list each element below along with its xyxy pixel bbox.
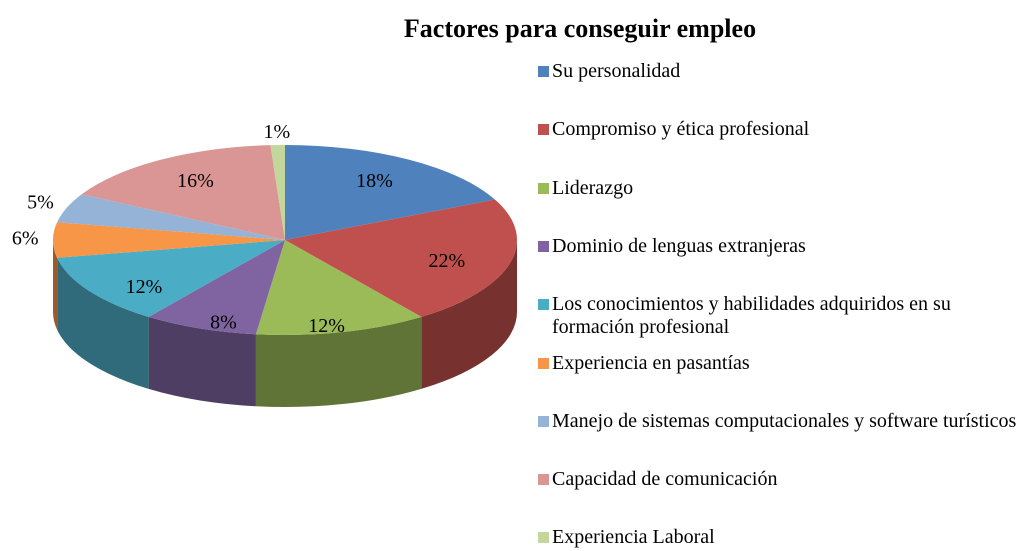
slice-side bbox=[57, 257, 149, 389]
slice bbox=[148, 240, 285, 335]
legend-swatch bbox=[538, 474, 549, 486]
legend-swatch bbox=[538, 240, 549, 252]
legend-swatch bbox=[538, 532, 549, 544]
legend-label: Su personalidad bbox=[552, 60, 681, 82]
data-label: 12% bbox=[126, 276, 163, 298]
legend-swatch bbox=[538, 124, 549, 136]
slice-side bbox=[53, 240, 58, 330]
legend-swatch bbox=[538, 66, 549, 77]
slice bbox=[57, 240, 285, 317]
legend-swatch bbox=[538, 182, 549, 194]
legend-swatch bbox=[538, 357, 549, 369]
slice-side bbox=[255, 316, 422, 407]
data-label: 22% bbox=[428, 250, 465, 272]
data-labels: 18% 22% 12% 8% 12% 6% 5% 16% 1% bbox=[12, 121, 465, 337]
legend-label: Los conocimientos y habilidades adquirid… bbox=[552, 293, 951, 339]
legend-label: Compromiso y ética profesional bbox=[552, 118, 810, 141]
slice bbox=[285, 145, 495, 240]
pie-sides bbox=[53, 240, 517, 407]
slice bbox=[57, 194, 285, 240]
legend-label: Dominio de lenguas extranjeras bbox=[552, 234, 806, 257]
pie-tops bbox=[52, 145, 517, 335]
slice bbox=[52, 222, 285, 258]
slice bbox=[285, 199, 517, 317]
data-label: 18% bbox=[356, 170, 393, 192]
slice-side bbox=[148, 316, 256, 407]
slice-side bbox=[421, 240, 517, 389]
data-label: 12% bbox=[308, 315, 345, 337]
data-label: 6% bbox=[12, 228, 39, 250]
data-label: 8% bbox=[210, 311, 237, 333]
legend-label: Liderazgo bbox=[552, 176, 634, 199]
slice bbox=[255, 240, 422, 335]
legend-label: Experiencia Laboral bbox=[552, 526, 715, 549]
legend-label: Experiencia en pasantías bbox=[552, 351, 750, 374]
data-label: 1% bbox=[264, 121, 291, 143]
slice bbox=[270, 145, 285, 240]
legend-swatch bbox=[538, 415, 549, 427]
data-label: 16% bbox=[177, 170, 214, 192]
chart-title: Factores para conseguir empleo bbox=[403, 14, 757, 43]
slice bbox=[81, 145, 285, 240]
legend-label: Capacidad de comunicación bbox=[552, 468, 778, 491]
legend-label: Manejo de sistemas computacionales y sof… bbox=[552, 409, 1017, 432]
data-label: 5% bbox=[27, 192, 54, 214]
legend-swatch bbox=[538, 299, 549, 311]
